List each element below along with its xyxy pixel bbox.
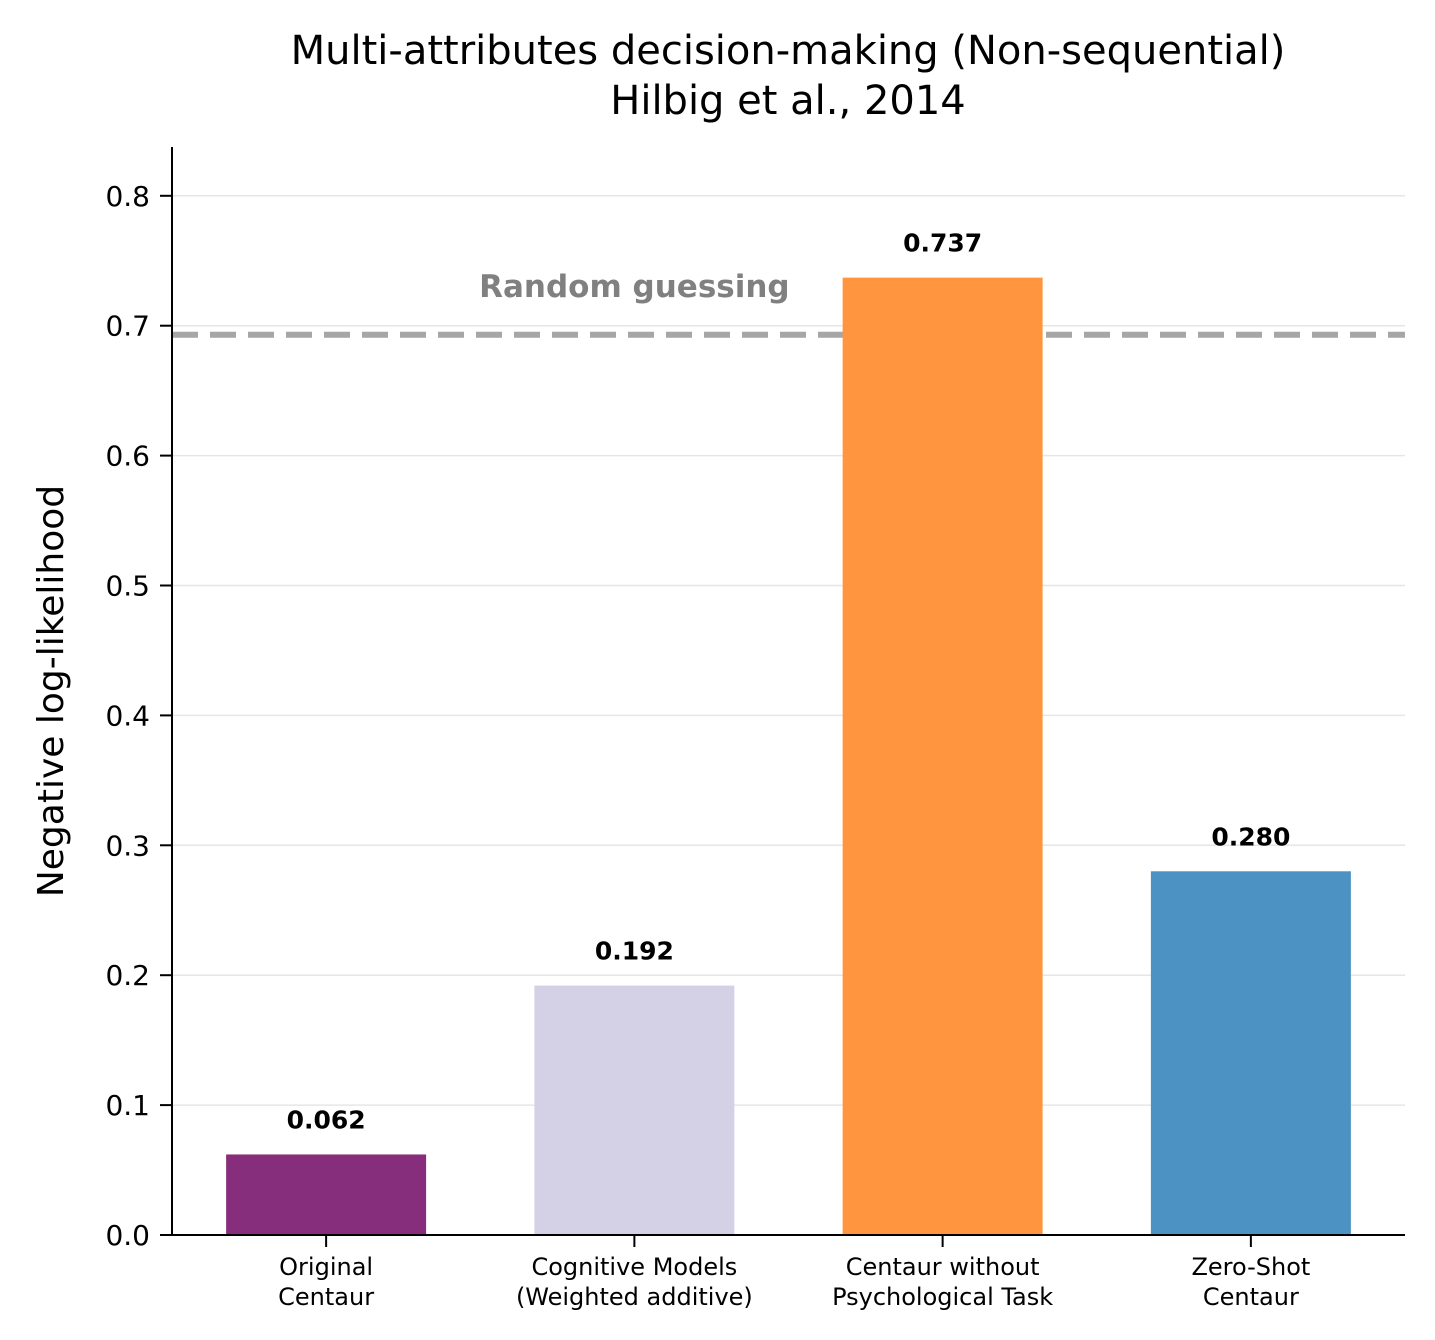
y-tick-label: 0.3 bbox=[105, 829, 150, 862]
bars bbox=[226, 277, 1351, 1236]
y-tick-label: 0.1 bbox=[105, 1089, 150, 1122]
x-tick-label: Original bbox=[279, 1253, 373, 1281]
bar bbox=[534, 985, 735, 1235]
grid-lines bbox=[172, 195, 1405, 1106]
y-tick-label: 0.6 bbox=[105, 440, 150, 473]
bar bbox=[226, 1154, 427, 1235]
y-tick-label: 0.4 bbox=[105, 699, 150, 732]
x-tick-label: Cognitive Models bbox=[531, 1253, 737, 1281]
x-tick-label: Zero-Shot bbox=[1191, 1253, 1310, 1281]
value-label: 0.280 bbox=[1211, 822, 1290, 851]
bar bbox=[842, 277, 1043, 1236]
y-tick-label: 0.2 bbox=[105, 959, 150, 992]
value-label: 0.192 bbox=[595, 937, 674, 966]
y-tick-label: 0.8 bbox=[105, 180, 150, 213]
y-tick-label: 0.0 bbox=[105, 1219, 150, 1252]
labels: 0.062 0.192 0.737 0.280 Random guessing 0.0 0.… bbox=[31, 28, 1310, 1311]
y-tick-label: 0.7 bbox=[105, 310, 150, 343]
x-tick-label: Centaur bbox=[278, 1283, 374, 1311]
reference-line-label: Random guessing bbox=[479, 269, 790, 305]
x-tick-label: Psychological Task bbox=[832, 1283, 1053, 1311]
chart-title: Hilbig et al., 2014 bbox=[610, 78, 966, 124]
value-label: 0.737 bbox=[903, 229, 982, 258]
y-tick-label: 0.5 bbox=[105, 570, 150, 603]
value-label: 0.062 bbox=[287, 1105, 366, 1134]
x-tick-label: (Weighted additive) bbox=[516, 1283, 753, 1311]
y-axis-label: Negative log-likelihood bbox=[31, 485, 72, 897]
x-tick-label: Centaur bbox=[1203, 1283, 1299, 1311]
chart-title: Multi-attributes decision-making (Non-se… bbox=[291, 28, 1286, 74]
bar bbox=[1150, 871, 1351, 1235]
axes bbox=[160, 147, 1405, 1247]
x-tick-label: Centaur without bbox=[846, 1253, 1040, 1281]
